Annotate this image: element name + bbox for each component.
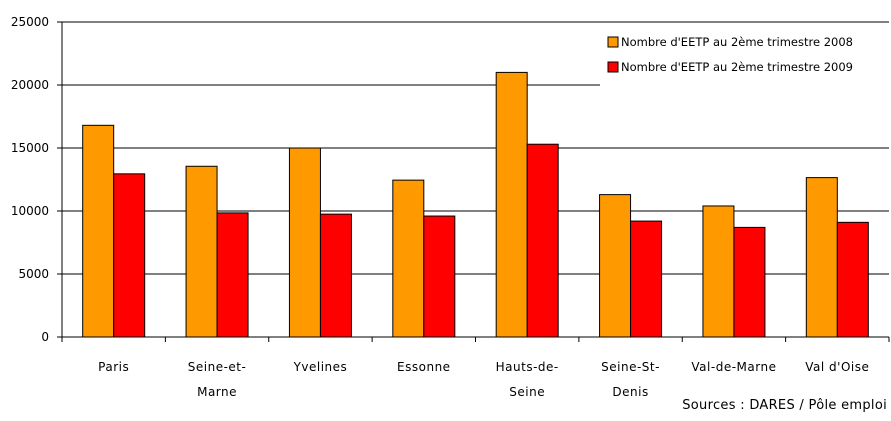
legend-box <box>600 27 889 87</box>
bar-2009 <box>630 220 663 338</box>
bar-2008 <box>702 205 735 338</box>
bar-2009 <box>319 213 352 338</box>
bar-2009 <box>423 215 456 338</box>
x-category-label: Seine <box>509 385 545 399</box>
y-tick-label: 5000 <box>18 267 49 281</box>
bar-2008 <box>495 71 528 338</box>
bar-2008 <box>599 194 632 338</box>
y-tick-label: 20000 <box>11 78 49 92</box>
x-category-label: Val d'Oise <box>805 360 869 374</box>
y-tick-label: 15000 <box>11 141 49 155</box>
y-tick-label: 25000 <box>11 15 49 29</box>
bar-2008 <box>82 124 115 338</box>
bar-2009 <box>733 226 766 338</box>
legend-label: Nombre d'EETP au 2ème trimestre 2009 <box>621 60 853 74</box>
x-category-label: Seine-et- <box>188 360 247 374</box>
x-category-label: Seine-St- <box>601 360 660 374</box>
legend-label: Nombre d'EETP au 2ème trimestre 2008 <box>621 35 853 49</box>
bar-2009 <box>113 173 146 338</box>
legend-swatch <box>607 36 619 48</box>
legend-swatch <box>607 61 619 73</box>
bar-2009 <box>526 143 559 338</box>
x-category-label: Essonne <box>397 360 451 374</box>
bar-2009 <box>836 221 869 338</box>
bar-2008 <box>288 147 321 338</box>
x-category-label: Yvelines <box>293 360 348 374</box>
x-category-label: Marne <box>197 385 237 399</box>
source-note: Sources : DARES / Pôle emploi <box>682 398 887 413</box>
legend: Nombre d'EETP au 2ème trimestre 2008 Nomb… <box>600 27 889 87</box>
x-category-label: Denis <box>612 385 648 399</box>
x-category-label: Paris <box>98 360 129 374</box>
x-category-label: Val-de-Marne <box>691 360 776 374</box>
y-axis-ticks: 0 5000 10000 15000 20000 25000 <box>11 15 49 344</box>
bars <box>82 71 869 338</box>
y-tick-label: 0 <box>41 330 49 344</box>
axes <box>57 21 890 342</box>
bar-2008 <box>185 165 218 338</box>
x-category-label: Hauts-de- <box>496 360 559 374</box>
x-axis-categories: Paris Seine-et- Marne Yvelines Essonne Hauts-… <box>98 360 869 399</box>
y-tick-label: 10000 <box>11 204 49 218</box>
bar-2008 <box>392 179 425 338</box>
bar-2008 <box>805 177 838 338</box>
bar-2009 <box>216 212 249 338</box>
